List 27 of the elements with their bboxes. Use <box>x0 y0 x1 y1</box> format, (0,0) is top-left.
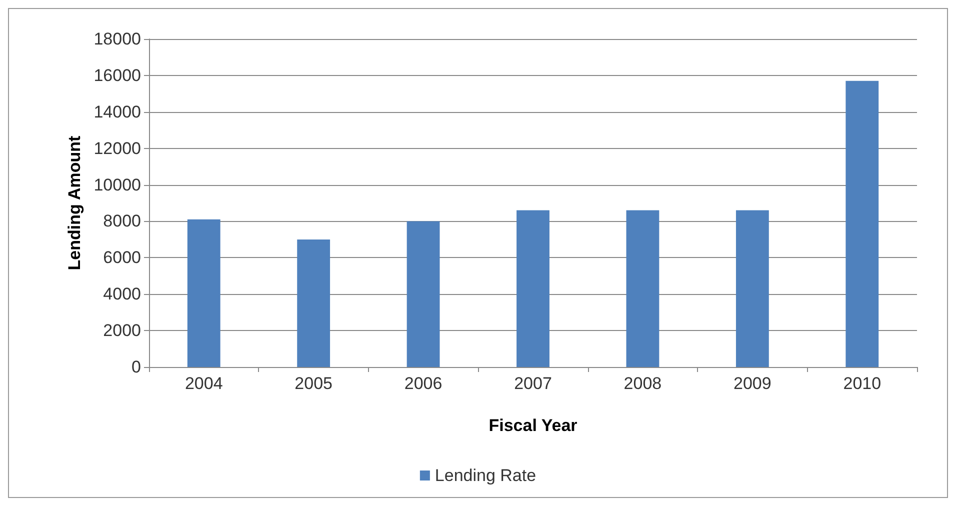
y-tick-label: 2000 <box>103 321 141 340</box>
bar <box>406 221 440 367</box>
y-tick-label: 6000 <box>103 248 141 268</box>
x-tick-label: 2005 <box>294 374 332 393</box>
y-tick-label: 12000 <box>94 138 141 158</box>
y-tick-label: 14000 <box>94 102 141 122</box>
x-axis-title: Fiscal Year <box>488 416 578 435</box>
x-tick-label: 2008 <box>624 374 662 393</box>
bar <box>736 210 769 367</box>
y-tick-label: 16000 <box>94 66 141 85</box>
bar <box>187 219 220 367</box>
y-tick-label: 8000 <box>103 212 141 231</box>
x-tick-label: 2006 <box>404 374 442 393</box>
x-tick-label: 2010 <box>843 374 882 393</box>
x-tick-label: 2004 <box>184 374 223 393</box>
x-tick-label: 2007 <box>514 374 552 393</box>
y-axis-title: Lending Amount <box>64 135 84 270</box>
y-tick-label: 18000 <box>94 30 141 48</box>
bar <box>516 210 550 367</box>
bar <box>297 239 330 367</box>
y-tick-label: 4000 <box>103 284 141 304</box>
bar <box>626 210 660 367</box>
y-tick-label: 10000 <box>94 175 141 194</box>
x-tick-label: 2009 <box>734 374 772 393</box>
y-tick-label: 0 <box>132 358 141 376</box>
legend-label: Lending Rate <box>434 466 536 485</box>
bar <box>846 80 879 367</box>
